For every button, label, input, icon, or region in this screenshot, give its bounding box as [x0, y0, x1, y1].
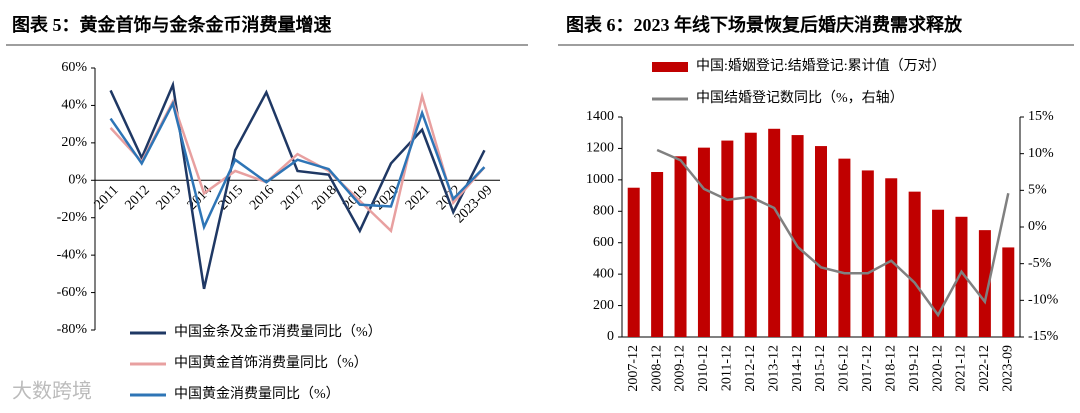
y2-tick-label: -15% — [1028, 329, 1059, 344]
bar — [721, 140, 734, 337]
legend-label: 中国金条及金币消费量同比（%） — [174, 323, 382, 340]
bar — [791, 135, 804, 337]
y2-tick-label: 10% — [1028, 146, 1054, 161]
x-tick-label: 2019-12 — [907, 345, 922, 392]
y-tick-label: 800 — [593, 204, 614, 219]
x-tick-label: 2011 — [92, 183, 122, 213]
y2-tick-label: -10% — [1028, 293, 1059, 308]
x-tick-label: 2013-12 — [766, 345, 781, 392]
bar — [932, 209, 945, 337]
y-tick-label: -40% — [57, 247, 88, 262]
y-tick-label: 40% — [61, 98, 87, 113]
bar — [885, 178, 898, 337]
y-tick-label: 600 — [593, 235, 614, 250]
series-line — [109, 100, 486, 231]
x-tick-label: 2018-12 — [883, 345, 898, 392]
y-tick-label: 400 — [593, 266, 614, 281]
bar — [815, 146, 827, 337]
bar — [978, 230, 991, 337]
legend-label: 中国黄金消费量同比（%） — [174, 385, 340, 402]
y-tick-label: 200 — [593, 298, 614, 313]
y2-tick-label: -5% — [1028, 256, 1052, 271]
x-tick-label: 2021-12 — [954, 345, 969, 392]
y-tick-label: 60% — [61, 60, 87, 75]
y2-tick-label: 5% — [1028, 183, 1047, 198]
x-tick-label: 2010-12 — [696, 345, 711, 392]
y-tick-label: 1200 — [586, 141, 614, 156]
x-tick-label: 2013 — [154, 183, 184, 213]
x-tick-label: 2007-12 — [626, 345, 641, 392]
x-tick-label: 2020-12 — [930, 345, 945, 392]
x-tick-label: 2022-12 — [977, 345, 992, 392]
bar — [768, 128, 781, 337]
x-tick-label: 2012 — [122, 183, 152, 213]
series-line — [109, 80, 486, 290]
bar — [955, 216, 968, 337]
bar — [908, 191, 921, 337]
x-tick-label: 2015 — [216, 183, 246, 213]
y-tick-label: -80% — [57, 322, 88, 337]
legend-swatch — [652, 62, 688, 72]
legend-label: 中国黄金首饰消费量同比（%） — [174, 354, 368, 371]
y2-tick-label: 15% — [1028, 109, 1054, 124]
chart-title: 图表 6：2023 年线下场景恢复后婚庆消费需求释放 — [566, 14, 963, 35]
y2-tick-label: 0% — [1028, 219, 1047, 234]
bar — [674, 156, 687, 337]
x-tick-label: 2014-12 — [790, 345, 805, 392]
x-tick-label: 2012-12 — [743, 345, 758, 392]
y-tick-label: 20% — [61, 135, 87, 150]
chart-title: 图表 5：黄金首饰与金条金币消费量增速 — [12, 14, 332, 35]
x-tick-label: 2015-12 — [813, 345, 828, 392]
y-tick-label: 0 — [607, 329, 614, 344]
x-tick-label: 2017-12 — [860, 345, 875, 392]
bar — [861, 170, 874, 337]
y-tick-label: -20% — [57, 210, 88, 225]
bar — [651, 172, 664, 337]
bar — [1002, 247, 1015, 337]
x-tick-label: 2021 — [403, 183, 433, 213]
y-tick-label: 0% — [68, 173, 87, 188]
x-tick-label: 2011-12 — [720, 345, 735, 391]
y-tick-label: -60% — [57, 285, 88, 300]
bar — [838, 158, 851, 337]
bar — [627, 187, 640, 337]
bar — [744, 132, 757, 337]
x-tick-label: 2016-12 — [837, 345, 852, 392]
x-tick-label: 2023-09 — [1001, 345, 1016, 392]
series-line — [656, 148, 1010, 318]
x-tick-label: 2016 — [247, 183, 277, 213]
x-tick-label: 2017 — [278, 183, 308, 213]
x-tick-label: 2008-12 — [649, 345, 664, 392]
y-tick-label: 1400 — [586, 109, 614, 124]
watermark: 大数跨境 — [12, 379, 92, 403]
x-tick-label: 2009-12 — [673, 345, 688, 392]
bar — [697, 147, 710, 337]
legend-label: 中国:婚姻登记:结婚登记:累计值（万对） — [696, 58, 946, 74]
y-tick-label: 1000 — [586, 172, 614, 187]
legend-label: 中国结婚登记数同比（%，右轴） — [696, 90, 904, 106]
